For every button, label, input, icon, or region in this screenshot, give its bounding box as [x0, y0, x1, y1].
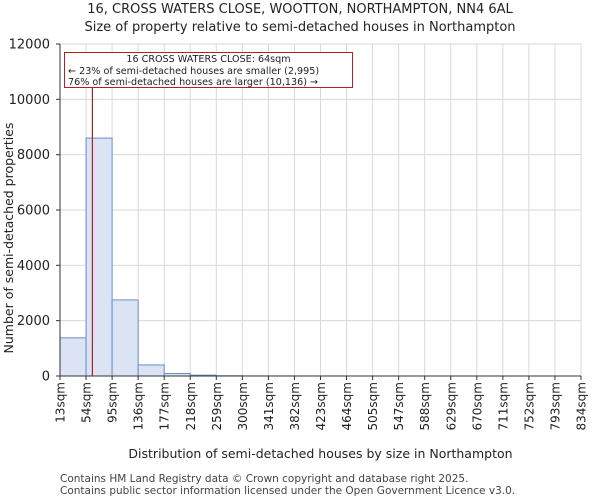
y-axis-label: Number of semi-detached properties	[1, 123, 16, 354]
x-tick-label: 259sqm	[210, 382, 224, 430]
bar	[59, 337, 87, 377]
x-axis-label: Distribution of semi-detached houses by …	[128, 446, 512, 461]
bar	[137, 364, 165, 377]
bar	[111, 299, 139, 377]
x-tick-label: 382sqm	[288, 382, 302, 430]
x-tick-label: 752sqm	[522, 382, 536, 430]
x-tick-label: 341sqm	[262, 382, 276, 430]
annotation-line-1: 16 CROSS WATERS CLOSE: 64sqm	[126, 54, 291, 65]
x-tick-label: 711sqm	[496, 382, 510, 430]
x-tick-label: 54sqm	[80, 382, 94, 423]
x-tick-label: 218sqm	[184, 382, 198, 430]
annotation-box: 16 CROSS WATERS CLOSE: 64sqm ← 23% of se…	[64, 52, 353, 88]
y-tick-label: 8000	[17, 148, 50, 163]
x-tick-label: 834sqm	[575, 382, 589, 430]
x-tick-label: 95sqm	[106, 382, 120, 423]
annotation-line-2: ← 23% of semi-detached houses are smalle…	[68, 65, 320, 77]
x-tick-label: 547sqm	[392, 382, 406, 430]
x-tick-label: 629sqm	[444, 382, 458, 430]
x-tick-label: 464sqm	[340, 382, 354, 430]
y-tick-label: 0	[42, 370, 50, 385]
x-tick-label: 300sqm	[236, 382, 250, 430]
x-tick-label: 670sqm	[470, 382, 484, 430]
x-tick-label: 177sqm	[158, 382, 172, 430]
x-tick-label: 13sqm	[54, 382, 68, 423]
y-tick-label: 6000	[17, 204, 50, 219]
bar	[85, 137, 113, 377]
x-tick-label: 588sqm	[418, 382, 432, 430]
x-tick-label: 793sqm	[548, 382, 562, 430]
x-tick-label: 423sqm	[314, 382, 328, 430]
footer-line-1: Contains HM Land Registry data © Crown c…	[60, 473, 469, 485]
y-tick-label: 10000	[9, 93, 50, 108]
chart-title: 16, CROSS WATERS CLOSE, WOOTTON, NORTHAM…	[87, 2, 513, 17]
y-tick-labels: 0 2000 4000 6000 8000 10000 12000	[9, 38, 60, 385]
x-tick-labels: 13sqm 54sqm 95sqm 136sqm 177sqm 218sqm 259sqm 3…	[54, 376, 589, 430]
annotation-line-3: 76% of semi-detached houses are larger (…	[68, 77, 319, 88]
bars	[59, 137, 348, 377]
x-tick-label: 136sqm	[132, 382, 146, 430]
chart-subtitle: Size of property relative to semi-detach…	[84, 20, 516, 35]
x-tick-label: 505sqm	[366, 382, 380, 430]
y-tick-label: 12000	[9, 38, 50, 53]
y-tick-label: 2000	[17, 314, 50, 329]
y-tick-label: 4000	[17, 259, 50, 274]
footer-line-2: Contains public sector information licen…	[60, 485, 516, 497]
